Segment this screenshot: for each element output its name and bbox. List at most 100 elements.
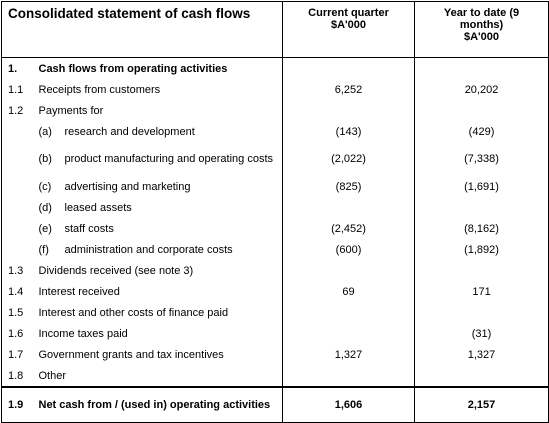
row-number [2, 218, 39, 239]
row-label: (a) research and development [39, 121, 283, 142]
item-letter: (f) [38, 243, 49, 256]
row-label: (d) leased assets [39, 197, 283, 218]
row: (c) advertising and marketing (825) (1,691) [2, 176, 549, 197]
label: Government grants and tax incentives [38, 348, 224, 361]
row-label: (c) advertising and marketing [39, 176, 283, 197]
row-number: 1.3 [8, 264, 24, 277]
row-number: 1.8 [8, 369, 24, 382]
item-letter: (e) [38, 222, 52, 235]
sub-item: (f) administration and corporate costs [39, 244, 283, 256]
row-number: 1.4 [8, 285, 24, 298]
row-label: Receipts from customers [39, 79, 283, 100]
row-number: 1.2 [8, 104, 24, 117]
current-value: 1,327 [282, 344, 415, 365]
row-label: Payments for [39, 100, 283, 121]
current-value [282, 197, 415, 218]
label: Net cash from / (used in) operating acti… [38, 399, 271, 411]
header-line: Current quarter [308, 7, 389, 19]
current-value: (2,022) [282, 142, 415, 176]
current-value [282, 100, 415, 121]
current-value [282, 57, 415, 79]
row: 1.1 Receipts from customers 6,252 20,202 [2, 79, 549, 100]
header-line: $A'000 [464, 31, 500, 43]
label: Cash flows from operating activities [38, 62, 228, 75]
row-number: 1. [8, 62, 18, 75]
row-number: 1.5 [8, 306, 24, 319]
row-number: 1.1 [8, 83, 24, 96]
row-number: 1.7 [8, 348, 24, 361]
row: 1.4 Interest received 69 171 [2, 281, 549, 302]
ytd-value [414, 57, 549, 79]
header-line: Year to date (9 [443, 7, 520, 19]
label: Receipts from customers [38, 83, 161, 96]
current-header: Current quarter $A'000 [282, 1, 415, 58]
label: Payments for [38, 104, 104, 117]
ytd-value [414, 100, 549, 121]
row-label: (f) administration and corporate costs [39, 239, 283, 260]
ytd-value: 1,327 [414, 344, 549, 365]
row-label: Dividends received (see note 3) [39, 260, 283, 281]
ytd-value [414, 365, 549, 387]
current-value [282, 323, 415, 344]
current-value: (600) [282, 239, 415, 260]
row-number: 1.9 [1, 386, 39, 423]
sub-item: (e) staff costs [39, 223, 283, 235]
row: (b) product manufacturing and operating c… [2, 142, 549, 176]
row: 1.6 Income taxes paid (31) [2, 323, 549, 344]
header-line: months) [459, 19, 504, 31]
row: 1.7 Government grants and tax incentives 1… [2, 344, 549, 365]
label: Interest received [38, 285, 120, 298]
row-label: (b) product manufacturing and operating c… [39, 142, 283, 176]
row-label: Income taxes paid [39, 323, 283, 344]
item-letter: (c) [38, 180, 52, 193]
item-letter: (d) [38, 201, 52, 214]
header-row: Consolidated statement of cash flows Cur… [1, 1, 549, 58]
current-value: (143) [282, 121, 415, 142]
item-label: staff costs [64, 222, 114, 235]
sub-item: (c) advertising and marketing [39, 181, 283, 193]
row: 1.3 Dividends received (see note 3) [2, 260, 549, 281]
item-label: leased assets [64, 201, 132, 214]
row-number [2, 142, 39, 176]
item-label: product manufacturing and operating cost… [64, 153, 274, 165]
label: Dividends received (see note 3) [38, 264, 194, 277]
row-label: Interest received [39, 281, 283, 302]
current-value: 69 [282, 281, 415, 302]
ytd-value: (1,691) [414, 176, 549, 197]
header-line: $A'000 [331, 19, 367, 31]
sub-item: (b) product manufacturing and operating c… [39, 153, 283, 165]
row-number [2, 239, 39, 260]
current-value [282, 260, 415, 281]
row: (f) administration and corporate costs (60… [2, 239, 549, 260]
row: (a) research and development (143) (429) [2, 121, 549, 142]
ytd-value [414, 302, 549, 323]
item-label: administration and corporate costs [64, 243, 233, 256]
ytd-value: (31) [414, 323, 549, 344]
ytd-value [414, 260, 549, 281]
row-number [2, 121, 39, 142]
row-label: Interest and other costs of finance paid [39, 302, 283, 323]
label: Income taxes paid [38, 327, 128, 340]
ytd-value: 2,157 [414, 386, 549, 423]
ytd-value: (7,338) [414, 142, 549, 176]
ytd-value: (1,892) [414, 239, 549, 260]
label: Other [38, 369, 67, 382]
item-letter: (b) [38, 153, 52, 165]
title: Consolidated statement of cash flows [1, 1, 283, 58]
ytd-value [414, 197, 549, 218]
sub-item: (d) leased assets [39, 202, 283, 214]
row-number: 1.6 [8, 327, 24, 340]
current-value: (825) [282, 176, 415, 197]
row-label: Other [39, 365, 283, 387]
row-label: Government grants and tax incentives [39, 344, 283, 365]
ytd-value: 20,202 [414, 79, 549, 100]
row: (e) staff costs (2,452) (8,162) [2, 218, 549, 239]
row-number [2, 197, 39, 218]
row: 1.2 Payments for [2, 100, 549, 121]
ytd-value: (8,162) [414, 218, 549, 239]
item-label: research and development [64, 125, 195, 138]
ytd-value: (429) [414, 121, 549, 142]
row: 1.9 Net cash from / (used in) operating a… [1, 386, 549, 423]
row-label: Cash flows from operating activities [39, 58, 283, 80]
